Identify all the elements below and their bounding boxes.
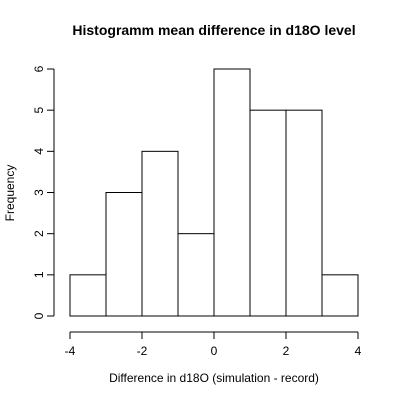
y-tick-label-2: 2 xyxy=(32,230,46,237)
y-axis: 0 1 2 3 4 5 6 xyxy=(32,65,55,319)
histogram-bar-3 xyxy=(177,233,215,317)
histogram-bar-0 xyxy=(69,274,107,317)
y-tick-label-3: 3 xyxy=(32,189,46,196)
x-tick-label-1: -2 xyxy=(137,344,148,358)
y-axis-label: Frequency xyxy=(3,165,17,222)
y-tick-label-0: 0 xyxy=(32,312,46,319)
histogram-bar-7 xyxy=(321,274,359,317)
bars-group xyxy=(69,68,359,317)
x-axis: -4 -2 0 2 4 xyxy=(65,331,362,358)
x-tick-label-0: -4 xyxy=(65,344,76,358)
histogram-bar-6 xyxy=(285,109,323,317)
x-tick-label-2: 0 xyxy=(211,344,218,358)
chart-title: Histogramm mean difference in d18O level xyxy=(72,22,355,38)
y-tick-label-6: 6 xyxy=(32,65,46,72)
y-tick-label-5: 5 xyxy=(32,107,46,114)
histogram-bar-5 xyxy=(249,109,287,317)
histogram-bar-1 xyxy=(105,192,143,317)
y-tick-label-1: 1 xyxy=(32,271,46,278)
x-tick-label-4: 4 xyxy=(355,344,362,358)
histogram-bar-4 xyxy=(213,68,251,317)
histogram-bar-2 xyxy=(141,150,179,317)
x-tick-label-3: 2 xyxy=(283,344,290,358)
y-tick-label-4: 4 xyxy=(32,148,46,155)
x-axis-label: Difference in d18O (simulation - record) xyxy=(109,371,319,385)
